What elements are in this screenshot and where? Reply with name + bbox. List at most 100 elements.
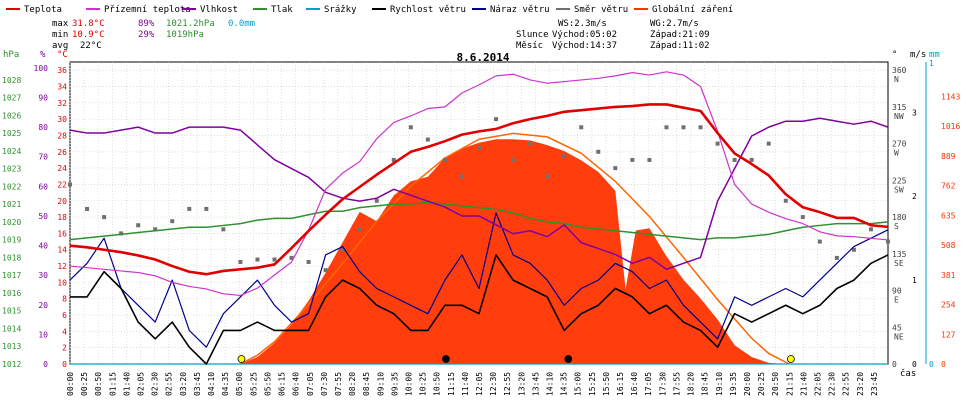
x-tick-label: 16:15 — [616, 372, 625, 396]
legend-label: Směr větru — [574, 5, 628, 15]
x-tick-label: 17:05 — [644, 372, 653, 396]
x-tick-label: 16:40 — [630, 372, 639, 396]
direction-tick-label: 45 — [892, 323, 902, 332]
temperature-tick-label: 0 — [62, 360, 67, 369]
chart-date-title: 8.6.2014 — [457, 51, 510, 64]
temperature-tick-label: 10 — [57, 278, 67, 287]
wind-direction-point — [408, 125, 413, 130]
wind-direction-point — [68, 182, 72, 187]
x-tick-label: 02:55 — [165, 372, 174, 396]
wind-direction-point — [459, 174, 464, 179]
stats-max-press: 1021.2hPa — [166, 19, 215, 29]
direction-tick-label: 0 — [892, 360, 897, 369]
x-tick-label: 11:40 — [461, 372, 470, 396]
x-tick-label: 01:40 — [122, 372, 131, 396]
x-tick-label: 10:00 — [404, 372, 413, 396]
radiation-tick-label: 127 — [941, 330, 956, 339]
sun-moon-marker — [442, 355, 450, 363]
wind-direction-point — [613, 166, 618, 171]
radiation-tick-label: 254 — [941, 301, 956, 310]
radiation-tick-label: 1143 — [941, 92, 960, 101]
axis-labels: 0246810121416182022242628303234361012101… — [2, 59, 960, 369]
temperature-tick-label: 4 — [62, 327, 67, 336]
radiation-tick-label: 1016 — [941, 122, 960, 131]
pressure-tick-label: 1017 — [2, 271, 21, 280]
x-tick-label: 10:25 — [419, 372, 428, 396]
x-tick-label: 12:05 — [475, 372, 484, 396]
wind-tick-label: 3 — [912, 108, 917, 117]
direction-tick-label: 135 — [892, 250, 907, 259]
temperature-axis-unit: °C — [57, 50, 68, 60]
wind-direction-point — [868, 227, 873, 232]
humidity-tick-label: 50 — [38, 212, 48, 221]
legend-item-globalni-zareni: Globální záření — [634, 5, 733, 15]
radiation-tick-label: 508 — [941, 241, 956, 250]
wind-direction-point — [238, 259, 243, 264]
direction-tick-label: 90 — [892, 287, 902, 296]
pressure-tick-label: 1027 — [2, 94, 21, 103]
temperature-tick-label: 20 — [57, 197, 67, 206]
wind-direction-point — [817, 239, 822, 244]
pressure-axis-unit: hPa — [3, 50, 19, 60]
direction-cardinal-label: N — [894, 75, 899, 84]
humidity-axis-unit: % — [40, 50, 46, 60]
x-tick-label: 21:40 — [799, 372, 808, 396]
rain-tick-label: 1 — [929, 59, 934, 68]
wind-direction-point — [647, 157, 652, 162]
wind-direction-point — [357, 227, 362, 232]
wind-direction-point — [187, 206, 192, 211]
legend-item-vlhkost: Vlhkost — [182, 5, 238, 15]
legend-item-smer-vetru: Směr větru — [556, 5, 628, 15]
x-tick-label: 13:45 — [531, 372, 540, 396]
wind-gust-summary: WG:2.7m/s — [650, 19, 699, 29]
wind-direction-point — [562, 153, 567, 158]
wind-direction-point — [136, 223, 141, 228]
humidity-tick-label: 0 — [43, 360, 48, 369]
wind-direction-point — [528, 141, 533, 146]
wind-direction-point — [425, 137, 430, 142]
temperature-tick-label: 2 — [62, 344, 67, 353]
legend-label: Náraz větru — [490, 5, 550, 15]
x-tick-label: 09:10 — [376, 372, 385, 396]
series-globalni-zareni-teoreticke — [240, 132, 790, 365]
wind-direction-point — [834, 255, 839, 260]
wind-direction-point — [732, 157, 737, 162]
x-tick-label: 15:00 — [574, 372, 583, 396]
legend-label: Globální záření — [652, 5, 733, 15]
x-tick-label: 08:45 — [362, 372, 371, 396]
temperature-tick-label: 34 — [57, 82, 67, 91]
wind-direction-point — [119, 231, 124, 236]
wind-direction-point — [596, 149, 601, 154]
wind-direction-point — [391, 157, 396, 162]
x-tick-label: 20:25 — [757, 372, 766, 396]
x-tick-label: 15:50 — [602, 372, 611, 396]
stats-max-label: max — [52, 19, 69, 29]
legend-item-naraz-vetru: Náraz větru — [472, 5, 550, 15]
temperature-tick-label: 22 — [57, 180, 67, 189]
radiation-tick-label: 635 — [941, 211, 956, 220]
temperature-tick-label: 36 — [57, 66, 67, 75]
wind-direction-point — [102, 215, 107, 220]
temperature-tick-label: 28 — [57, 131, 67, 140]
pressure-tick-label: 1014 — [2, 324, 21, 333]
stats-avg-temp: 22°C — [80, 41, 102, 51]
x-tick-label: 00:00 — [66, 372, 75, 396]
x-tick-label: 18:20 — [687, 372, 696, 396]
stats-min-press: 1019hPa — [166, 30, 204, 40]
pressure-tick-label: 1018 — [2, 253, 21, 262]
wind-tick-label: 0 — [912, 360, 917, 369]
humidity-tick-label: 30 — [38, 271, 48, 280]
wind-direction-point — [153, 227, 158, 232]
x-tick-label: 07:05 — [306, 372, 315, 396]
direction-cardinal-label: NW — [894, 112, 904, 121]
humidity-tick-label: 100 — [34, 64, 49, 73]
direction-tick-label: 270 — [892, 140, 907, 149]
series-layer — [68, 71, 890, 365]
temperature-tick-label: 6 — [62, 311, 67, 320]
sun-moon-marker — [564, 355, 573, 363]
x-tick-label: 14:35 — [560, 372, 569, 396]
legend-label: Přízemní teplota — [104, 5, 191, 15]
wind-direction-point — [715, 141, 720, 146]
x-tick-label: 01:15 — [108, 372, 117, 396]
x-tick-label: 21:15 — [785, 372, 794, 396]
